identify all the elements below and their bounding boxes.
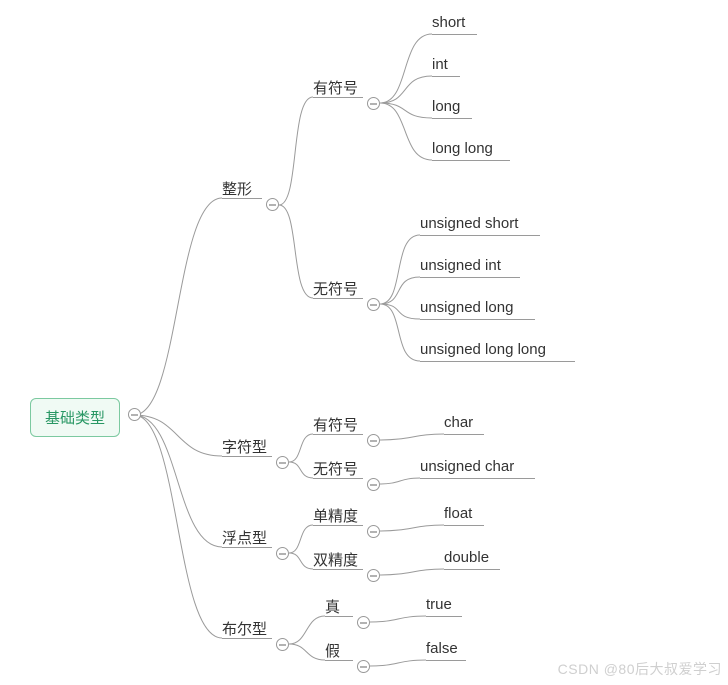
underline-l1c bbox=[222, 547, 272, 548]
underline-l2a bbox=[313, 97, 363, 98]
node-l3_03: long bbox=[432, 98, 460, 115]
node-l1b: 字符型 bbox=[222, 436, 267, 457]
underline-l3_08 bbox=[420, 361, 575, 362]
collapse-icon[interactable] bbox=[367, 434, 380, 447]
node-l3_14: false bbox=[426, 640, 458, 657]
node-l1a: 整形 bbox=[222, 178, 252, 199]
node-l3_02: int bbox=[432, 56, 448, 73]
collapse-icon[interactable] bbox=[128, 408, 141, 421]
collapse-icon[interactable] bbox=[266, 198, 279, 211]
underline-l1a bbox=[222, 198, 262, 199]
node-l3_13: true bbox=[426, 596, 452, 613]
collapse-icon[interactable] bbox=[367, 298, 380, 311]
node-l3_06: unsigned int bbox=[420, 257, 501, 274]
mindmap-edges bbox=[0, 0, 728, 685]
node-l2b: 无符号 bbox=[313, 278, 358, 299]
underline-l2f bbox=[313, 569, 363, 570]
collapse-icon[interactable] bbox=[367, 525, 380, 538]
node-l2d: 无符号 bbox=[313, 458, 358, 479]
underline-l3_03 bbox=[432, 118, 472, 119]
collapse-icon[interactable] bbox=[276, 456, 289, 469]
collapse-icon[interactable] bbox=[367, 569, 380, 582]
underline-l2b bbox=[313, 298, 363, 299]
root-node: 基础类型 bbox=[30, 398, 120, 437]
underline-l3_13 bbox=[426, 616, 462, 617]
underline-l3_05 bbox=[420, 235, 540, 236]
node-l2h: 假 bbox=[325, 640, 340, 661]
collapse-icon[interactable] bbox=[276, 638, 289, 651]
node-l3_11: float bbox=[444, 505, 472, 522]
underline-l1d bbox=[222, 638, 272, 639]
node-l3_08: unsigned long long bbox=[420, 341, 546, 358]
underline-l2e bbox=[313, 525, 363, 526]
underline-l3_02 bbox=[432, 76, 460, 77]
node-l3_01: short bbox=[432, 14, 465, 31]
collapse-icon[interactable] bbox=[367, 97, 380, 110]
underline-l3_09 bbox=[444, 434, 484, 435]
collapse-icon[interactable] bbox=[357, 660, 370, 673]
collapse-icon[interactable] bbox=[276, 547, 289, 560]
underline-l1b bbox=[222, 456, 272, 457]
underline-l3_11 bbox=[444, 525, 484, 526]
underline-l3_14 bbox=[426, 660, 466, 661]
node-l2a: 有符号 bbox=[313, 77, 358, 98]
node-l2c: 有符号 bbox=[313, 414, 358, 435]
node-l2e: 单精度 bbox=[313, 505, 358, 526]
underline-l3_01 bbox=[432, 34, 477, 35]
underline-l3_10 bbox=[420, 478, 535, 479]
underline-l3_06 bbox=[420, 277, 520, 278]
node-l1d: 布尔型 bbox=[222, 618, 267, 639]
node-l2g: 真 bbox=[325, 596, 340, 617]
node-l3_10: unsigned char bbox=[420, 458, 514, 475]
underline-l3_07 bbox=[420, 319, 535, 320]
underline-l3_12 bbox=[444, 569, 500, 570]
underline-l2h bbox=[325, 660, 353, 661]
underline-l2g bbox=[325, 616, 353, 617]
node-l3_04: long long bbox=[432, 140, 493, 157]
node-l3_07: unsigned long bbox=[420, 299, 513, 316]
collapse-icon[interactable] bbox=[367, 478, 380, 491]
node-l3_12: double bbox=[444, 549, 489, 566]
node-l2f: 双精度 bbox=[313, 549, 358, 570]
underline-l2c bbox=[313, 434, 363, 435]
collapse-icon[interactable] bbox=[357, 616, 370, 629]
node-l3_05: unsigned short bbox=[420, 215, 518, 232]
node-l3_09: char bbox=[444, 414, 473, 431]
watermark: CSDN @80后大叔爱学习 bbox=[558, 659, 722, 679]
underline-l2d bbox=[313, 478, 363, 479]
underline-l3_04 bbox=[432, 160, 510, 161]
node-l1c: 浮点型 bbox=[222, 527, 267, 548]
